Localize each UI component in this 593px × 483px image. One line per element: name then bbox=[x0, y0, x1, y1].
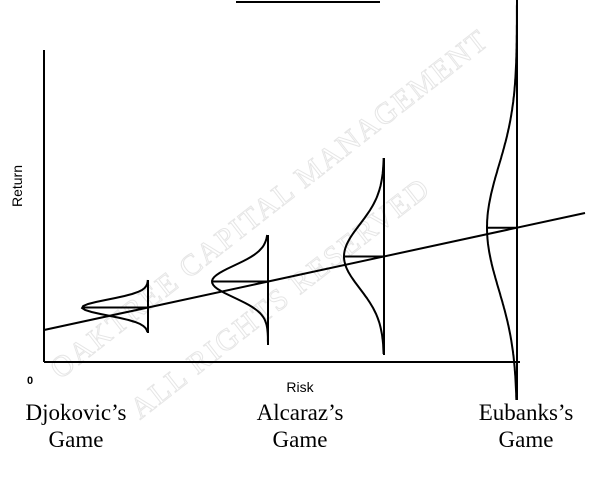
origin-label: 0 bbox=[27, 375, 33, 387]
y-axis-label: Return bbox=[9, 165, 25, 207]
game-label: Djokovic’s bbox=[26, 400, 127, 425]
game-label: Alcaraz’s bbox=[257, 400, 344, 425]
x-axis-label: Risk bbox=[286, 379, 314, 395]
game-label: Game bbox=[49, 427, 104, 452]
distribution-curve bbox=[210, 234, 269, 345]
distribution-curve bbox=[80, 279, 149, 333]
game-label: Eubanks’s bbox=[479, 400, 574, 425]
game-label: Game bbox=[273, 427, 328, 452]
trend-line bbox=[43, 212, 586, 331]
game-label: Game bbox=[499, 427, 554, 452]
distribution-curve bbox=[486, 0, 518, 401]
